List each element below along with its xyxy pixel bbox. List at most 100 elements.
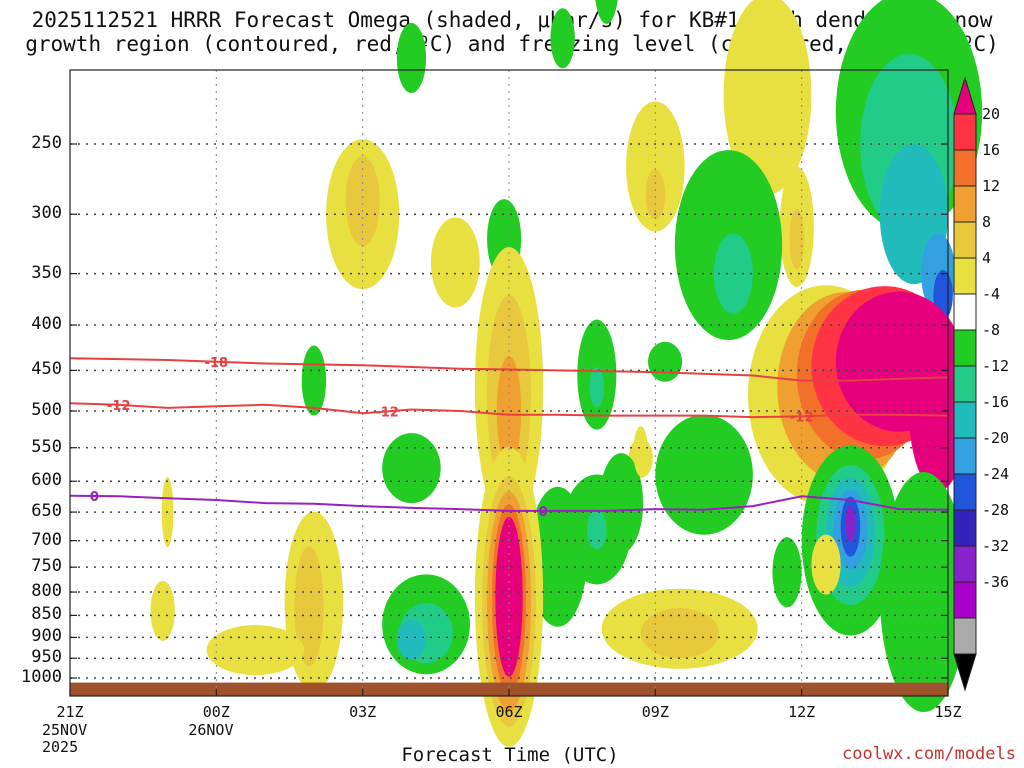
- chart-title-line-2: growth region (contoured, red, ºC) and f…: [25, 32, 999, 56]
- colorbar-segment: [953, 473, 977, 511]
- colorbar-label: -16: [982, 393, 1010, 411]
- omega-blob: [811, 534, 841, 595]
- chart-title-line-1: 2025112521 HRRR Forecast Omega (shaded, …: [31, 8, 993, 32]
- y-tick-label: 750: [31, 556, 62, 577]
- omega-blob: [382, 433, 441, 504]
- omega-blob: [206, 625, 305, 676]
- contour-line: [69, 357, 949, 382]
- contour-label: 0: [539, 505, 548, 520]
- omega-blob: [645, 169, 666, 220]
- contour-label: -12: [375, 405, 399, 420]
- y-tick-label: 450: [31, 359, 62, 380]
- omega-blob: [845, 505, 856, 542]
- colorbar-label: 16: [982, 141, 1001, 159]
- colorbar-label: -36: [982, 573, 1010, 591]
- colorbar-label: -12: [982, 357, 1010, 375]
- x-tick-label: 21Z: [56, 703, 84, 721]
- contour-label: -18: [205, 356, 229, 371]
- colorbar-segment: [953, 149, 977, 187]
- colorbar-label: -24: [982, 465, 1010, 483]
- colorbar-segment: [953, 437, 977, 475]
- colorbar-label: -4: [982, 285, 1001, 303]
- x-tick-label: 06Z: [495, 703, 523, 721]
- plot-frame: [69, 69, 949, 697]
- x-tick-label: 15Z: [934, 703, 962, 721]
- omega-blob: [587, 509, 607, 550]
- x-tick-label: 12Z: [788, 703, 816, 721]
- omega-shading: [70, 0, 983, 747]
- omega-blob: [633, 426, 649, 477]
- omega-blob: [396, 23, 427, 94]
- omega-blob: [879, 472, 968, 713]
- omega-blob: [396, 619, 427, 660]
- omega-blob: [301, 345, 327, 416]
- y-tick-label: 1000: [21, 667, 62, 687]
- omega-blob: [294, 546, 324, 667]
- colorbar-segment: [953, 257, 977, 295]
- watermark-link[interactable]: coolwx.com/models: [842, 744, 1016, 764]
- colorbar-segment: [953, 509, 977, 547]
- omega-blob: [430, 217, 480, 308]
- omega-blob: [772, 537, 802, 608]
- omega-blob: [723, 0, 812, 195]
- y-tick-label: 350: [31, 262, 62, 283]
- omega-blob: [589, 367, 605, 408]
- colorbar-segment: [953, 617, 977, 655]
- contour-label: 0: [90, 490, 99, 505]
- x-tick-date: 26NOV: [188, 721, 234, 739]
- y-tick-label: 950: [31, 647, 62, 668]
- omega-blob: [550, 8, 575, 69]
- x-tick-label: 00Z: [202, 703, 230, 721]
- colorbar-segment: [953, 113, 977, 151]
- colorbar-segment: [953, 185, 977, 223]
- y-tick-label: 600: [31, 470, 62, 491]
- omega-blob: [626, 101, 685, 232]
- contour-label: -12: [790, 410, 814, 425]
- y-tick-label: 900: [31, 626, 62, 647]
- colorbar-segment: [953, 221, 977, 259]
- y-tick-label: 850: [31, 604, 62, 625]
- omega-blob: [595, 0, 618, 24]
- y-tick-label: 650: [31, 501, 62, 522]
- x-axis-title: Forecast Time (UTC): [401, 744, 619, 766]
- omega-blob: [713, 233, 753, 314]
- omega-blob: [640, 608, 719, 659]
- y-tick-label: 500: [31, 400, 62, 420]
- y-tick-label: 550: [31, 436, 62, 457]
- colorbar-segment: [953, 581, 977, 619]
- omega-blob: [908, 331, 968, 491]
- colorbar-label: -20: [982, 429, 1010, 447]
- y-tick-label: 700: [31, 529, 62, 550]
- colorbar-label: 12: [982, 177, 1001, 195]
- colorbar-segment: [953, 545, 977, 583]
- y-tick-label: 400: [31, 314, 62, 335]
- colorbar-label: 8: [982, 213, 992, 231]
- colorbar-label: -28: [982, 501, 1010, 519]
- omega-blob: [789, 209, 805, 270]
- colorbar-label: 20: [982, 105, 1001, 123]
- omega-blob: [150, 580, 175, 641]
- temperature-contours: -18 -12 -12 -12 0 0: [69, 356, 949, 520]
- colorbar-segment: [953, 365, 977, 403]
- x-tick-year: 2025: [42, 738, 79, 756]
- colorbar-label: -32: [982, 537, 1010, 555]
- y-tick-label: 300: [31, 203, 62, 224]
- colorbar: [953, 76, 977, 692]
- y-tick-label: 800: [31, 581, 62, 602]
- x-tick-date: 25NOV: [42, 721, 88, 739]
- omega-blob: [648, 341, 683, 382]
- colorbar-label: -8: [982, 321, 1001, 339]
- contour-line: [69, 402, 949, 419]
- colorbar-segment: [953, 653, 977, 692]
- x-tick-label: 09Z: [641, 703, 669, 721]
- contour-line: [69, 494, 949, 512]
- omega-blob: [496, 356, 522, 466]
- colorbar-segment: [953, 293, 977, 331]
- y-tick-label: 250: [31, 133, 62, 153]
- colorbar-label: 4: [982, 249, 992, 267]
- colorbar-segment: [953, 401, 977, 439]
- contour-label: -12: [107, 399, 131, 414]
- x-tick-label: 03Z: [349, 703, 377, 721]
- colorbar-segment: [953, 329, 977, 367]
